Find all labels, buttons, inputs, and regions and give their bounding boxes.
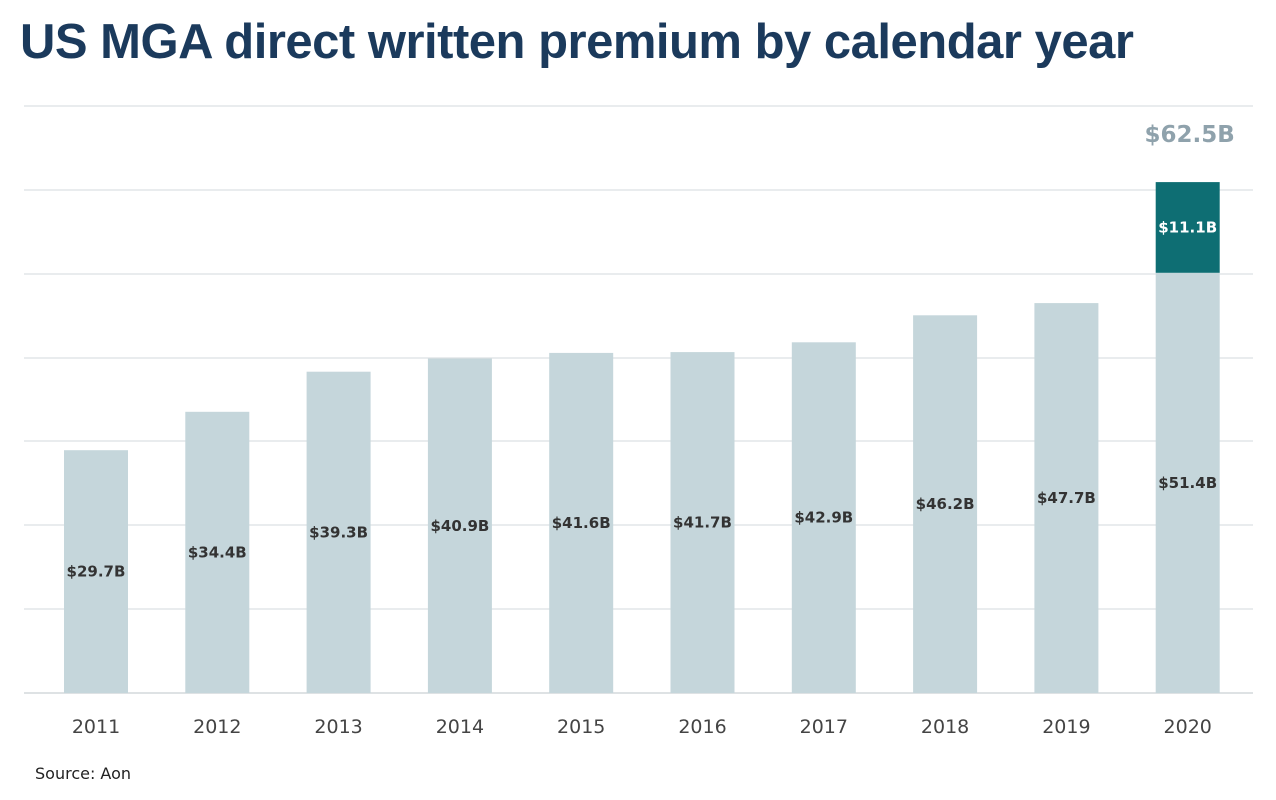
chart-title: US MGA direct written premium by calenda…	[20, 15, 1134, 69]
bar-2015	[549, 352, 614, 693]
bar-2020	[1155, 272, 1220, 693]
x-tick-label: 2016	[678, 716, 726, 738]
bar-value-label: $46.2B	[916, 495, 975, 513]
bar-value-label: $41.6B	[552, 514, 611, 532]
x-tick-label: 2011	[72, 716, 120, 738]
bar-value-label: $29.7B	[67, 563, 126, 581]
x-tick-label: 2012	[193, 716, 241, 738]
x-tick-label: 2013	[314, 716, 362, 738]
bar-value-label: $51.4B	[1158, 474, 1217, 492]
bar-value-label: $42.9B	[794, 509, 853, 527]
x-tick-label: 2020	[1164, 716, 1212, 738]
bar-2018	[913, 315, 978, 693]
total-label: $62.5B	[1145, 122, 1235, 148]
bar-value-label: $47.7B	[1037, 489, 1096, 507]
bar-value-label: $34.4B	[188, 543, 247, 561]
bar-value-label: $39.3B	[309, 523, 368, 541]
bar-2016	[670, 352, 735, 693]
bar-2017	[791, 342, 856, 693]
bars	[64, 182, 1220, 693]
source-note: Source: Aon	[35, 764, 132, 783]
x-tick-label: 2014	[436, 716, 484, 738]
x-tick-label: 2019	[1042, 716, 1090, 738]
bar-value-label: $41.7B	[673, 514, 732, 532]
bar-2014	[427, 358, 492, 693]
bar-2020-segment-1	[1155, 182, 1220, 273]
bar-value-label: $11.1B	[1158, 218, 1217, 236]
bar-labels: $29.7B $34.4B $39.3B $40.9B $41.6B $41.7B $42.…	[67, 122, 1235, 580]
x-tick-label: 2018	[921, 716, 969, 738]
bar-2011	[64, 450, 128, 693]
bar-value-label: $40.9B	[430, 517, 489, 535]
bar-2012	[185, 411, 250, 693]
bar-2013	[306, 371, 371, 693]
x-tick-label: 2015	[557, 716, 605, 738]
bar-2019	[1034, 303, 1099, 693]
x-tick-label: 2017	[800, 716, 848, 738]
x-axis-ticks: 2011 2012 2013 2014 2015 2016 2017 2018 2019 2020	[72, 716, 1212, 738]
